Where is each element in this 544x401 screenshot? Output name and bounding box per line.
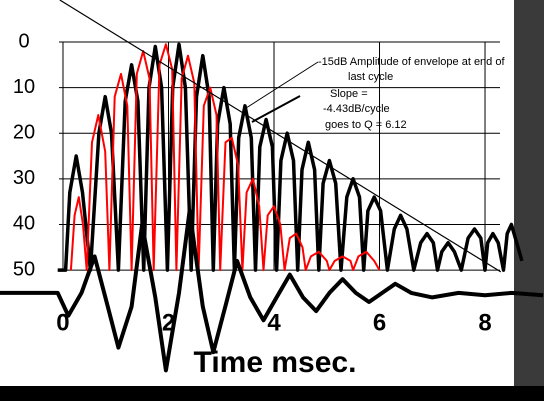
y-tick-label: 30 [13,167,35,189]
y-tick-label: 20 [13,121,35,143]
annotation: last cycle [348,71,393,83]
x-tick-label: 4 [267,309,281,336]
y-tick-label: 40 [13,213,35,235]
x-tick-label: 6 [373,309,386,336]
y-tick-label: 10 [13,76,35,98]
annotation: goes to Q = 6.12 [325,119,407,131]
dark-edge [514,0,544,386]
line-series [69,43,381,272]
annotation: -15dB Amplitude of envelope at end of [318,56,505,68]
line-series [59,0,502,273]
x-axis-label: Time msec. [194,346,357,379]
line-series [0,208,544,373]
annotation: Slope = [330,88,368,100]
y-tick-label: 50 [13,258,35,280]
annotation: -4.43dB/cycle [323,103,390,115]
leader-line [251,95,301,123]
line-series [57,42,524,272]
leader-line [242,61,319,111]
y-tick-label: 0 [18,30,29,52]
x-tick-label: 8 [478,309,491,336]
